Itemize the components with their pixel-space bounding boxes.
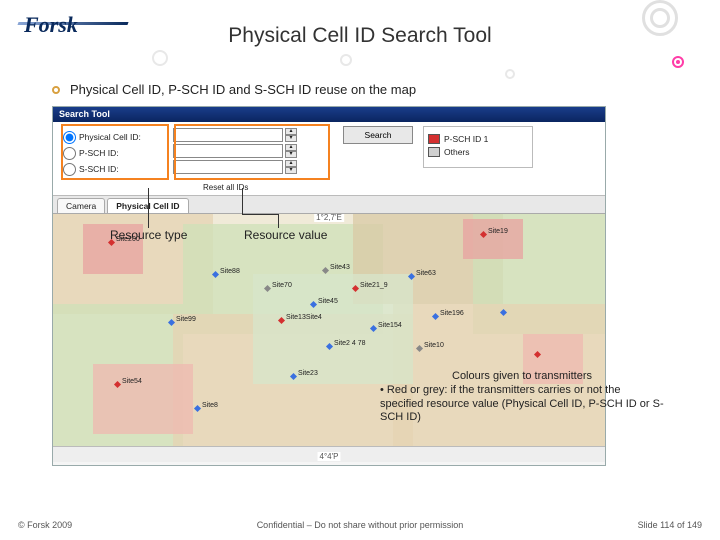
footer-slide-of: of (674, 520, 687, 530)
transmitter-label: Site154 (378, 322, 402, 329)
subtitle: Physical Cell ID, P-SCH ID and S-SCH ID … (70, 82, 416, 97)
legend-swatch-icon (428, 134, 440, 144)
footer-slide-prefix: Slide (638, 520, 661, 530)
transmitter-label: Site23 (298, 370, 318, 377)
transmitter-label: Site54 (122, 378, 142, 385)
decorative-circle-icon (676, 60, 680, 64)
map-coord-top: 1°2,7'E (314, 214, 344, 222)
transmitter-label: Site10 (424, 342, 444, 349)
colours-note-line2: • Red or grey: if the transmitters carri… (380, 384, 664, 425)
transmitter-label: Site13Site4 (286, 314, 322, 321)
colours-note-line1: Colours given to transmitters (380, 370, 664, 384)
map-coord-bottom: 4°4'P (318, 452, 341, 461)
transmitter-label: Site19 (488, 228, 508, 235)
colours-note: Colours given to transmitters • Red or g… (380, 370, 664, 425)
footer-confidential: Confidential – Do not share without prio… (0, 520, 720, 530)
decorative-circle-icon (505, 69, 515, 79)
decorative-circle-icon (340, 54, 352, 66)
transmitter-label: Site63 (416, 270, 436, 277)
callout-resource-type: Resource type (110, 228, 187, 242)
legend-box: P-SCH ID 1 Others (423, 126, 533, 168)
transmitter-label: Site88 (220, 268, 240, 275)
transmitter-label: Site45 (318, 298, 338, 305)
search-button[interactable]: Search (343, 126, 413, 144)
transmitter-label: Site196 (440, 310, 464, 317)
transmitter-label: Site99 (176, 316, 196, 323)
bullet-icon (52, 86, 60, 94)
transmitter-label: Site21_9 (360, 282, 388, 289)
leader-line (242, 188, 243, 214)
map-region (463, 219, 523, 259)
footer-slide-total: 149 (687, 520, 702, 530)
transmitter-label: Site2 4 78 (334, 340, 366, 347)
leader-line (242, 214, 278, 215)
footer-slide-number: Slide 114 of 149 (638, 520, 702, 530)
transmitter-label: Site43 (330, 264, 350, 271)
leader-line (148, 188, 149, 228)
highlight-box (61, 124, 169, 180)
tab-bar: CameraPhysical Cell ID (53, 196, 605, 214)
page-title: Physical Cell ID Search Tool (0, 24, 720, 48)
legend-item: Others (428, 147, 528, 157)
footer-slide-page: 114 (660, 520, 674, 530)
legend-swatch-icon (428, 147, 440, 157)
window-titlebar: Search Tool (53, 107, 605, 122)
callout-resource-value: Resource value (244, 228, 327, 242)
tab-camera[interactable]: Camera (57, 198, 105, 213)
legend-item: P-SCH ID 1 (428, 134, 528, 144)
transmitter-label: Site8 (202, 402, 218, 409)
leader-line (278, 214, 279, 228)
highlight-box (174, 124, 330, 180)
map-region (253, 274, 413, 384)
decorative-circle-icon (152, 50, 168, 66)
transmitter-label: Site70 (272, 282, 292, 289)
map-region (93, 364, 193, 434)
